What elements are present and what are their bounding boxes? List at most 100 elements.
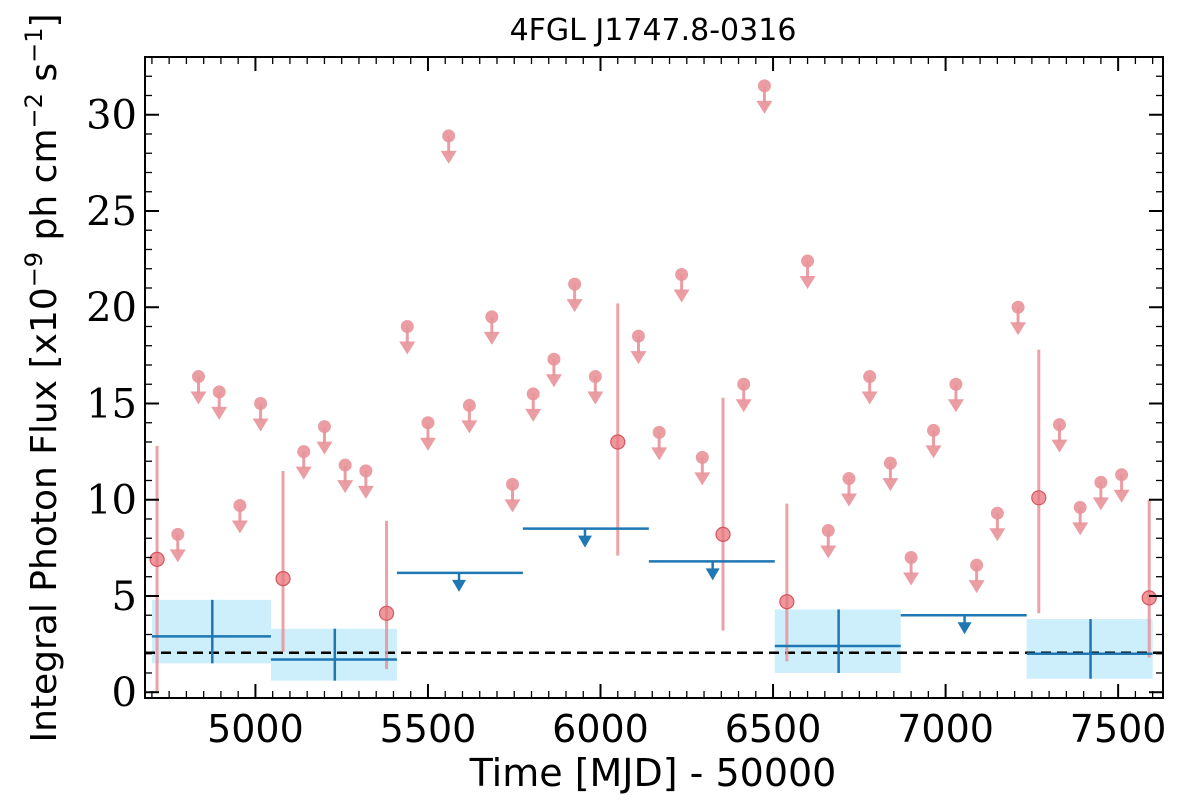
y-tick-label: 25 bbox=[86, 189, 137, 235]
short-bin-ul-point bbox=[652, 425, 666, 439]
short-bin-ul-point bbox=[171, 527, 185, 541]
y-axis-label-mid2: s bbox=[24, 63, 65, 93]
short-bin-ul-arrow bbox=[925, 445, 942, 459]
y-axis-label-exp3: −1 bbox=[20, 28, 48, 63]
y-tick-label: 30 bbox=[86, 93, 137, 139]
short-bin-ul-arrow bbox=[252, 418, 269, 432]
y-tick-label: 10 bbox=[86, 478, 137, 524]
short-bin-ul-arrow bbox=[545, 374, 562, 388]
short-bin-ul-arrow bbox=[799, 276, 816, 290]
y-tick-label: 0 bbox=[112, 670, 137, 716]
long-bin-ul-arrow bbox=[577, 535, 592, 548]
short-bin-ul-arrow bbox=[947, 399, 964, 413]
plot-frame bbox=[144, 56, 1164, 699]
x-axis-label: Time [MJD] - 50000 bbox=[469, 751, 837, 795]
short-bin-ul-point bbox=[1011, 300, 1025, 314]
short-bin-ul-point bbox=[588, 370, 602, 384]
y-axis-label-main: Integral Photon Flux [x10 bbox=[24, 287, 65, 742]
short-bin-ul-point bbox=[927, 423, 941, 437]
short-bin-ul-arrow bbox=[989, 528, 1006, 542]
short-bin-point bbox=[1141, 590, 1157, 606]
short-bin-ul-arrow bbox=[399, 341, 416, 355]
plot-axes bbox=[144, 56, 1164, 699]
short-bin-ul-arrow bbox=[1051, 439, 1068, 453]
short-bin-ul-arrow bbox=[861, 391, 878, 405]
short-bin-ul-point bbox=[883, 456, 897, 470]
short-bin-ul-point bbox=[631, 329, 645, 343]
short-bin-ul-arrow bbox=[337, 480, 354, 494]
short-bin-ul-arrow bbox=[440, 150, 457, 164]
short-bin-ul-point bbox=[191, 370, 205, 384]
short-bin-ul-point bbox=[1052, 418, 1066, 432]
y-axis-label-exp2: −2 bbox=[20, 93, 48, 128]
short-bin-point bbox=[378, 605, 395, 621]
short-bin-ul-arrow bbox=[316, 441, 333, 455]
short-bin-ul-arrow bbox=[231, 520, 248, 534]
short-bin-ul-arrow bbox=[1092, 497, 1109, 511]
short-bin-ul-arrow bbox=[820, 545, 837, 559]
short-bin-ul-arrow bbox=[673, 289, 690, 303]
short-bin-ul-arrow bbox=[357, 485, 374, 499]
y-axis-label: Integral Photon Flux [x10−9 ph cm−2 s−1] bbox=[20, 13, 65, 742]
y-axis-label-exp: −9 bbox=[20, 252, 48, 287]
short-bin-ul-point bbox=[297, 445, 311, 459]
short-bin-ul-arrow bbox=[630, 351, 647, 365]
short-bin-ul-arrow bbox=[968, 580, 985, 594]
short-bin-point bbox=[149, 551, 165, 568]
x-tick-label: 7500 bbox=[1070, 707, 1167, 751]
short-bin-ul-point bbox=[842, 472, 856, 486]
short-bin-point bbox=[1031, 490, 1047, 506]
short-bin-ul-arrow bbox=[211, 406, 228, 420]
short-bin-ul-point bbox=[485, 310, 499, 324]
y-axis-label-mid: ph cm bbox=[24, 128, 65, 251]
short-bin-ul-arrow bbox=[735, 399, 752, 413]
short-bin-ul-arrow bbox=[295, 466, 312, 480]
short-bin-ul-arrow bbox=[1113, 489, 1130, 503]
short-bin-ul-arrow bbox=[694, 472, 711, 486]
short-bin-ul-point bbox=[338, 458, 352, 472]
short-bin-ul-arrow bbox=[169, 549, 186, 563]
short-bin-ul-point bbox=[462, 398, 476, 412]
short-bin-point bbox=[610, 434, 626, 450]
short-bin-ul-point bbox=[863, 370, 877, 384]
short-bin-ul-arrow bbox=[882, 478, 899, 492]
short-bin-ul-point bbox=[801, 254, 815, 268]
short-bin-ul-point bbox=[1073, 500, 1087, 514]
short-bin-ul-arrow bbox=[840, 493, 857, 507]
short-bin-ul-arrow bbox=[525, 408, 542, 422]
x-tick-label: 7000 bbox=[897, 707, 994, 751]
long-bin-ul-arrow bbox=[452, 579, 467, 592]
short-bin-ul-arrow bbox=[651, 447, 668, 461]
short-bin-series bbox=[149, 79, 1157, 693]
y-axis-ticks: 0 5 10 15 20 25 30 bbox=[86, 56, 1163, 716]
chart-title: 4FGL J1747.8-0316 bbox=[510, 13, 797, 48]
short-bin-ul-point bbox=[904, 550, 918, 564]
short-bin-ul-point bbox=[421, 416, 435, 430]
short-bin-ul-arrow bbox=[483, 331, 500, 345]
short-bin-ul-point bbox=[1094, 475, 1108, 489]
short-bin-ul-arrow bbox=[566, 299, 583, 313]
long-bin-series bbox=[151, 527, 1153, 681]
x-tick-label: 5000 bbox=[207, 707, 304, 751]
long-bin-ul-arrow bbox=[705, 568, 720, 581]
y-tick-label: 5 bbox=[112, 574, 137, 620]
short-bin-ul-arrow bbox=[461, 420, 478, 434]
short-bin-ul-arrow bbox=[1072, 522, 1089, 536]
short-bin-ul-point bbox=[990, 506, 1004, 520]
x-tick-label: 5500 bbox=[380, 707, 477, 751]
short-bin-ul-point bbox=[695, 450, 709, 464]
short-bin-ul-arrow bbox=[587, 391, 604, 405]
short-bin-ul-point bbox=[233, 499, 247, 513]
short-bin-ul-arrow bbox=[504, 499, 521, 513]
short-bin-ul-arrow bbox=[756, 100, 773, 114]
short-bin-ul-point bbox=[442, 129, 456, 143]
x-tick-label: 6000 bbox=[552, 707, 649, 751]
short-bin-ul-point bbox=[675, 268, 689, 282]
short-bin-ul-point bbox=[359, 464, 373, 478]
short-bin-ul-arrow bbox=[190, 391, 207, 405]
x-axis-ticks: 5000 5500 6000 6500 7000 7500 bbox=[151, 57, 1167, 751]
short-bin-ul-point bbox=[949, 377, 963, 391]
long-bin-bands bbox=[151, 599, 1153, 681]
short-bin-ul-point bbox=[506, 477, 520, 491]
